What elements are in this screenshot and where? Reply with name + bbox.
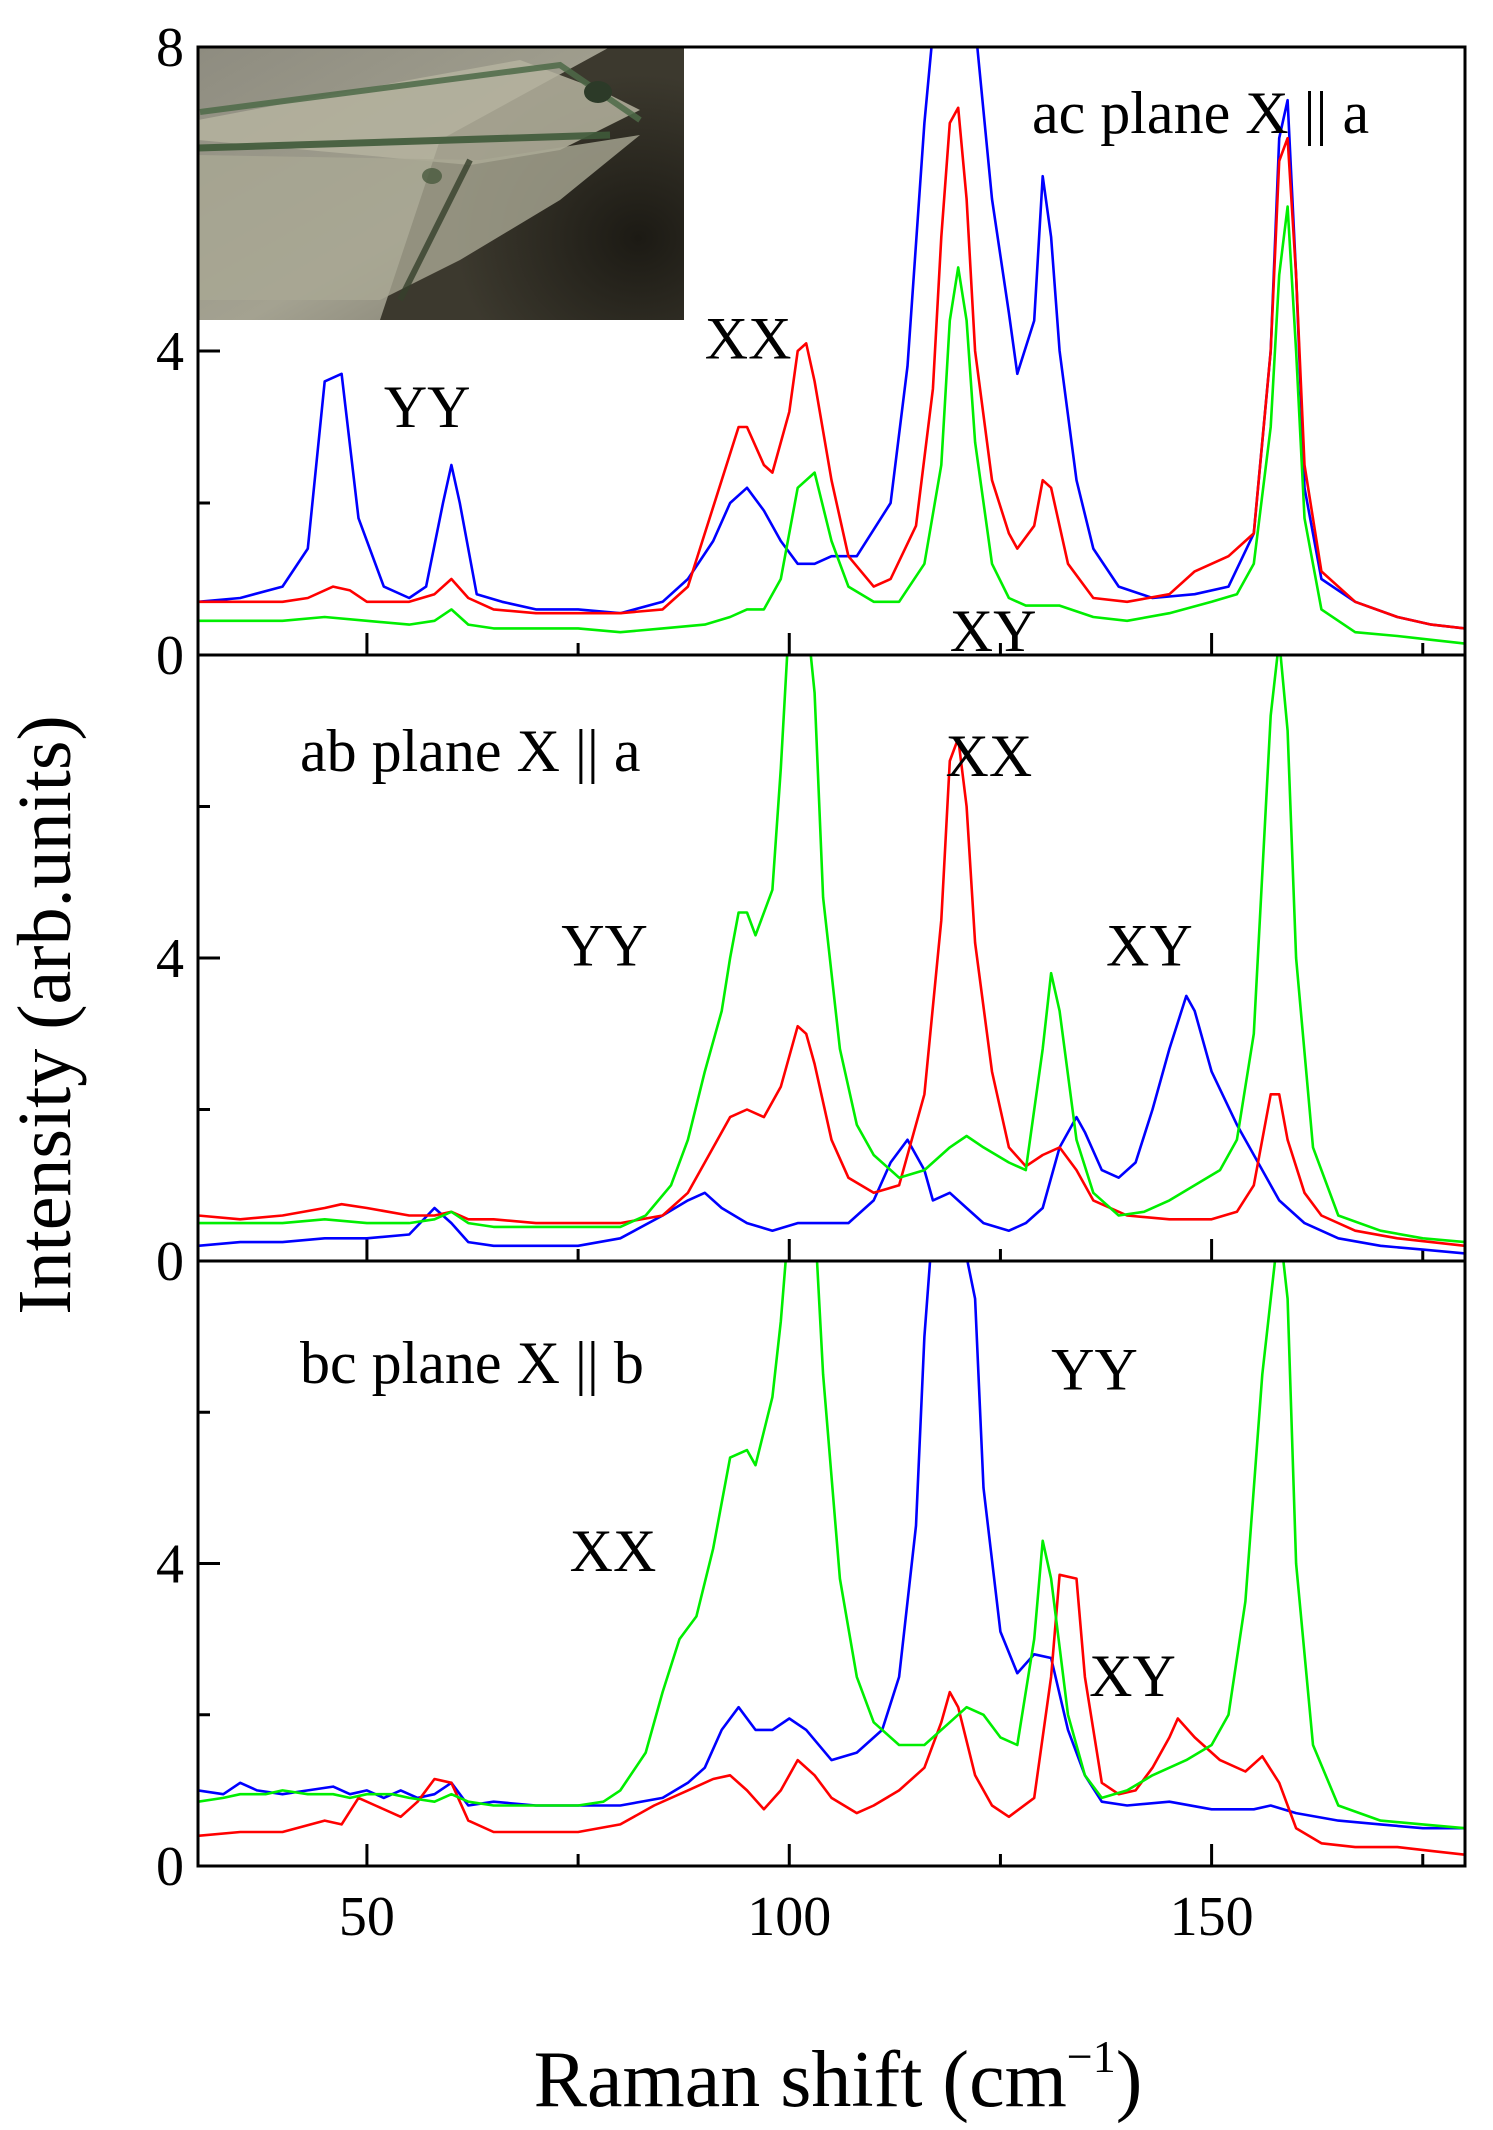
inset-photo: [197, 47, 684, 320]
panel-bc-plane-annotations: YY XX XY: [570, 1337, 1176, 1709]
panel-ac-plane-series: [198, 47, 1465, 645]
panel-ab-plane-series-yy: [198, 655, 1465, 1244]
panel-ab-plane-annotations: YY XX XY: [561, 723, 1192, 978]
panel-bc-plane-y-tick-label: 4: [156, 1534, 184, 1596]
x-axis-tick-labels: 50 100 150: [339, 1886, 1254, 1948]
x-axis-title-superscript: −1: [1067, 2031, 1116, 2082]
panel-ac-plane-series-xx: [198, 106, 1465, 630]
panel-bc-plane-label-xy: XY: [1089, 1643, 1176, 1709]
x-axis-title-main: Raman shift (cm: [534, 2036, 1067, 2124]
x-tick-label: 150: [1170, 1886, 1254, 1948]
x-axis-title: Raman shift (cm−1): [534, 2031, 1143, 2124]
panel-ac-plane-annotations: YY XX XY: [384, 306, 1037, 665]
panel-ac-plane-label-xx: XX: [705, 306, 792, 372]
panel-bc-plane-label-xx: XX: [570, 1518, 657, 1584]
panel-bc-plane-series-xx: [198, 1573, 1465, 1856]
panel-bc-plane-frame: [196, 1259, 1467, 1868]
panel-ab-plane-title: ab plane X || a: [300, 718, 641, 784]
panel-bc-plane-series-xy: [198, 1261, 1465, 1830]
panel-bc-plane-label-yy: YY: [1051, 1337, 1138, 1403]
panel-ab-plane-label-yy: YY: [561, 913, 648, 979]
x-tick-label: 50: [339, 1886, 395, 1948]
panel-ac-plane-y-tick-label: 0: [156, 625, 184, 687]
panel-ac-plane-y-tick-label: 4: [156, 321, 184, 383]
x-axis-title-close: ): [1116, 2036, 1143, 2124]
panel-ac-plane: 0 4 8 ac plane X || a YY XX XY: [156, 17, 1465, 687]
panel-ab-plane-ticks: 04: [156, 653, 1425, 1293]
panel-bc-plane-series-yy: [198, 1261, 1465, 1830]
panel-ac-plane-label-xy: XY: [950, 598, 1037, 664]
y-axis-title: Intensity (arb.units): [3, 715, 87, 1314]
panel-ac-plane-label-yy: YY: [384, 374, 471, 440]
x-tick-label: 100: [747, 1886, 831, 1948]
panel-ac-plane-title: ac plane X || a: [1032, 80, 1369, 146]
panel-ab-plane-y-tick-label: 4: [156, 928, 184, 990]
panel-ac-plane-y-tick-label: 8: [156, 17, 184, 79]
panel-bc-plane-series: [198, 1261, 1465, 1856]
panel-ac-plane-series-xy: [198, 205, 1465, 645]
panel-bc-plane-ticks: 04: [156, 1259, 1425, 1898]
panel-ab-plane-series-xy: [198, 994, 1465, 1255]
panel-ab-plane-label-xx: XX: [946, 723, 1033, 789]
panel-ab-plane-label-xy: XY: [1106, 913, 1193, 979]
panel-ab-plane-series: [198, 655, 1465, 1255]
panel-ab-plane-series-xx: [198, 736, 1465, 1248]
panel-ab-plane-y-tick-label: 0: [156, 1231, 184, 1293]
panel-bc-plane-y-tick-label: 0: [156, 1836, 184, 1898]
panel-bc-plane-title: bc plane X || b: [300, 1330, 644, 1396]
